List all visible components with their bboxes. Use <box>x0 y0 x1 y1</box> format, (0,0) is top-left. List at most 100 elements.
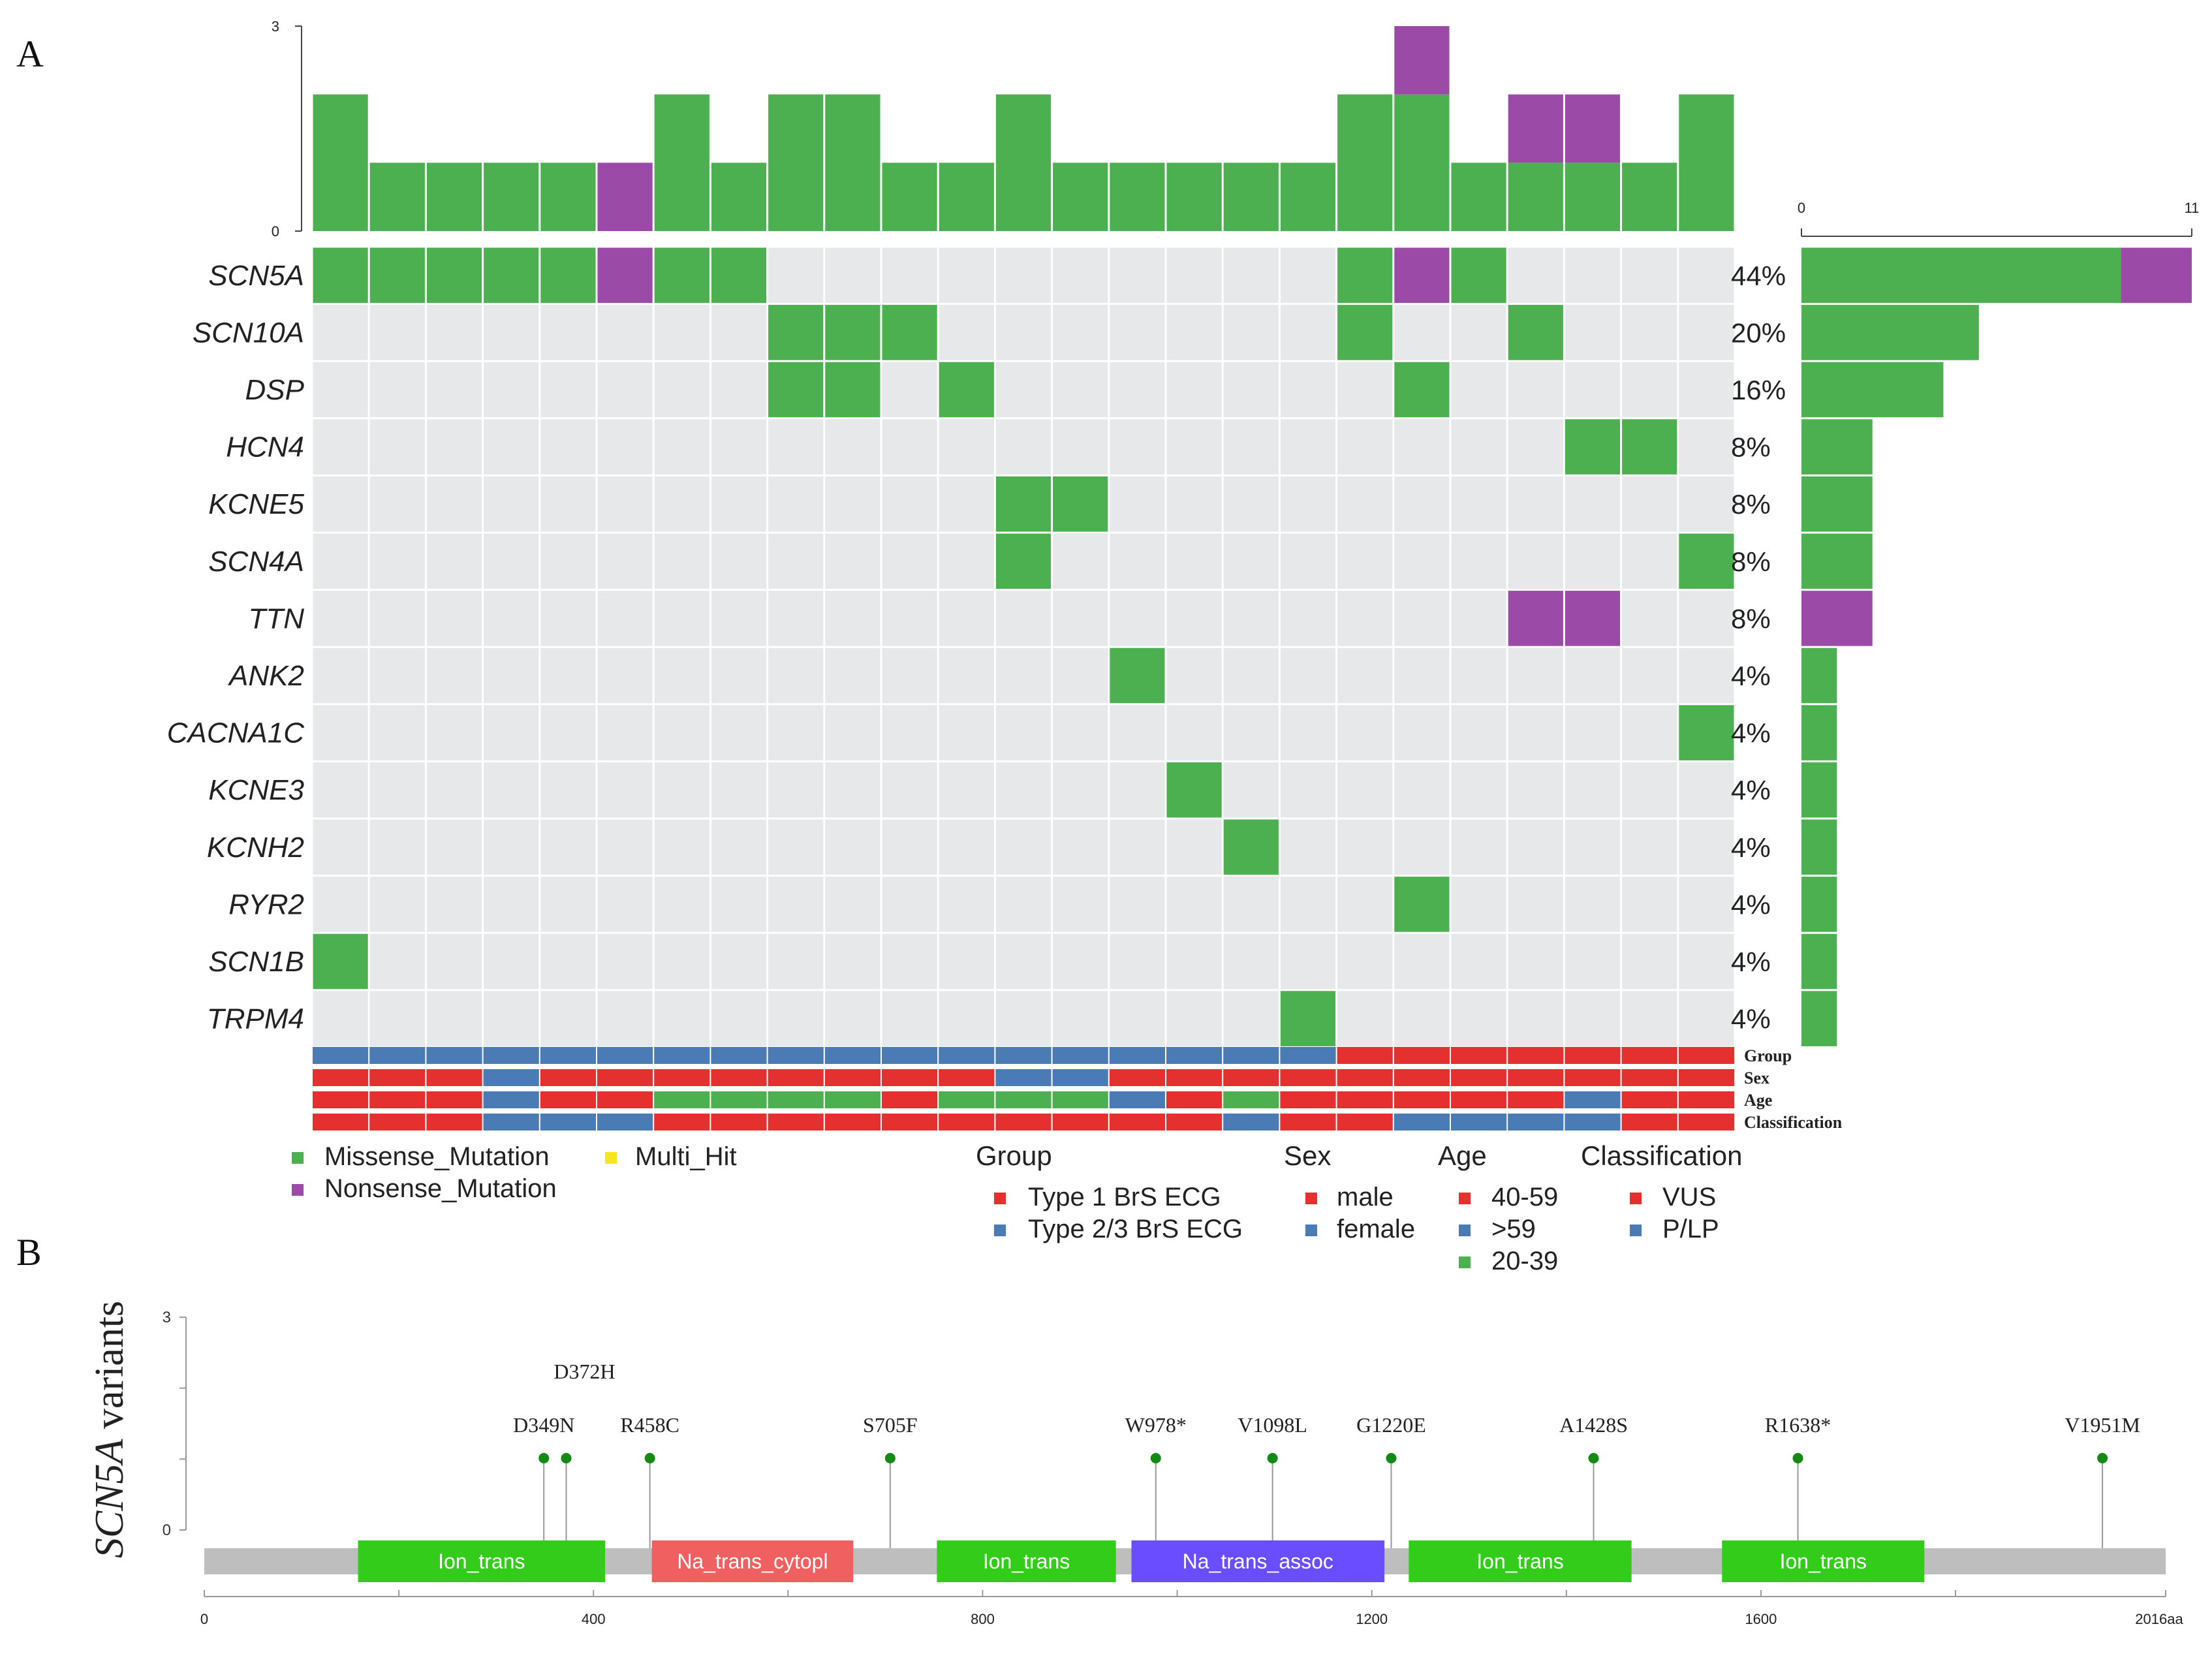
cell-empty <box>1223 533 1279 589</box>
cell-empty <box>1223 705 1279 760</box>
legend-multi-hit: Multi_Hit <box>635 1142 737 1171</box>
cell-empty <box>1053 305 1108 360</box>
annotation-cell <box>711 1069 767 1086</box>
cell-empty <box>995 705 1051 760</box>
annotation-cell <box>483 1114 539 1131</box>
lollipop-head <box>1588 1453 1599 1463</box>
top-bar-nonsense <box>1508 94 1563 163</box>
cell-empty <box>1166 362 1222 418</box>
annotation-cell <box>654 1047 710 1064</box>
annotation-cell <box>1394 1091 1450 1108</box>
annotation-cell <box>540 1047 596 1064</box>
cell-empty <box>882 476 937 532</box>
cell-empty <box>369 877 425 932</box>
annotation-cell <box>1052 1047 1108 1064</box>
annotation-cell <box>540 1069 596 1086</box>
cell-empty <box>426 762 482 818</box>
legend-group-item: Type 1 BrS ECG <box>1028 1183 1221 1211</box>
annotation-cell <box>1565 1091 1621 1108</box>
lollipop-head <box>884 1453 896 1463</box>
top-bar-nonsense <box>1565 94 1621 163</box>
legend: Missense_Mutation Multi_Hit Nonsense_Mutat… <box>292 1140 1742 1275</box>
cell-missense <box>939 362 994 418</box>
cell-empty <box>1280 476 1336 532</box>
cell-empty <box>1110 362 1165 418</box>
cell-empty <box>313 362 368 418</box>
cell-empty <box>484 419 539 475</box>
annotation-cell <box>824 1091 880 1108</box>
top-bar-nonsense <box>597 163 653 231</box>
top-bar-missense <box>1508 163 1563 231</box>
annotation-cell <box>1109 1114 1165 1131</box>
top-bar-missense <box>426 163 482 231</box>
cell-empty <box>1394 419 1450 475</box>
annotation-cell <box>1109 1069 1165 1086</box>
cell-empty <box>1565 476 1621 532</box>
lollipop-head <box>644 1453 655 1463</box>
cell-empty <box>1166 247 1222 304</box>
cell-empty <box>1622 933 1677 990</box>
cell-empty <box>1565 648 1621 704</box>
cell-empty <box>711 305 767 360</box>
cell-empty <box>1622 362 1677 418</box>
annotation-cell <box>711 1047 767 1064</box>
annotation-cell <box>1621 1114 1677 1131</box>
cell-empty <box>939 819 994 875</box>
cell-empty <box>1451 648 1506 704</box>
percent-label: 8% <box>1731 489 1771 520</box>
gene-label: CACNA1C <box>167 717 305 749</box>
cell-missense <box>540 247 596 304</box>
cell-empty <box>597 648 653 704</box>
right-bar-chart: 0 11 <box>1798 200 2199 1046</box>
cell-missense <box>1053 476 1108 532</box>
percent-label: 4% <box>1731 946 1771 977</box>
annotation-cell <box>313 1069 369 1086</box>
cell-empty <box>313 476 368 532</box>
cell-empty <box>369 705 425 760</box>
annotation-cell <box>654 1069 710 1086</box>
cell-empty <box>825 648 880 704</box>
annotation-label: Group <box>1744 1046 1792 1065</box>
cell-empty <box>1679 362 1734 418</box>
gene-label: SCN4A <box>208 546 304 578</box>
cell-empty <box>1110 419 1165 475</box>
cell-empty <box>1451 419 1506 475</box>
gene-label: DSP <box>245 374 305 406</box>
annotation-cell <box>711 1114 767 1131</box>
cell-empty <box>768 591 824 646</box>
domain-box <box>937 1540 1116 1582</box>
lollipop-x-tick-label: 800 <box>971 1611 995 1627</box>
legend-class-item: VUS <box>1662 1183 1716 1211</box>
cell-empty <box>768 933 824 990</box>
cell-empty <box>1110 933 1165 990</box>
cell-empty <box>313 991 368 1046</box>
annotation-cell <box>995 1069 1051 1086</box>
cell-empty <box>1053 247 1108 304</box>
cell-empty <box>995 419 1051 475</box>
cell-empty <box>1053 991 1108 1046</box>
cell-empty <box>1565 533 1621 589</box>
cell-empty <box>1280 247 1336 304</box>
cell-empty <box>1679 305 1734 360</box>
cell-empty <box>882 648 937 704</box>
cell-empty <box>597 591 653 646</box>
cell-empty <box>1508 247 1563 304</box>
percent-label: 4% <box>1731 1004 1771 1035</box>
lollipop-label: R1638* <box>1765 1413 1831 1437</box>
annotation-cell <box>1508 1069 1564 1086</box>
cell-empty <box>768 533 824 589</box>
cell-empty <box>1451 762 1506 818</box>
domain-label: Ion_trans <box>1780 1550 1867 1573</box>
cell-empty <box>1508 705 1563 760</box>
annotation-cell <box>1166 1047 1223 1064</box>
right-bar-missense <box>1801 991 1837 1046</box>
cell-empty <box>1622 705 1677 760</box>
cell-empty <box>825 476 880 532</box>
lollipop-label: V1951M <box>2064 1413 2140 1437</box>
cell-empty <box>1508 933 1563 990</box>
cell-empty <box>1565 991 1621 1046</box>
cell-empty <box>484 991 539 1046</box>
cell-empty <box>1166 705 1222 760</box>
cell-empty <box>1280 591 1336 646</box>
lollipop-y-tick-label: 0 <box>163 1521 171 1539</box>
